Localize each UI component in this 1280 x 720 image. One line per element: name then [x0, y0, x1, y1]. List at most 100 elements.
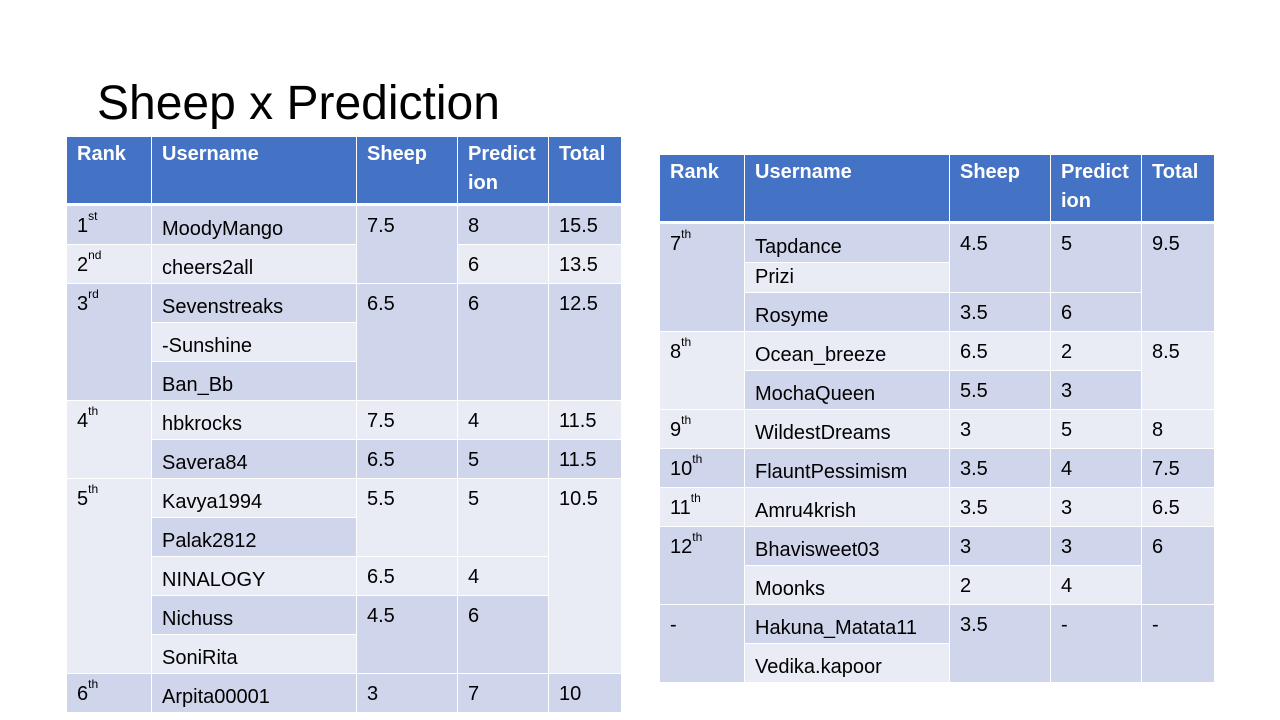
- username-cell: Arpita00001: [151, 673, 357, 713]
- sheep-cell: 2: [949, 565, 1051, 605]
- username-cell: Hakuna_Matata11: [744, 604, 950, 644]
- rank-cell: 10th: [659, 448, 745, 488]
- table-row: 10th FlauntPessimism 3.5 4 7.5: [659, 448, 1215, 488]
- right-ranking-table: Rank Username Sheep Prediction Total 7th…: [659, 154, 1215, 683]
- sheep-cell: 3.5: [949, 292, 1051, 332]
- table-row: SoniRita: [67, 634, 622, 674]
- table-row: MochaQueen 5.5 3: [660, 370, 1215, 410]
- rank-cell: 12th: [659, 526, 745, 605]
- table-row: 2nd cheers2all 6 13.5: [66, 244, 622, 284]
- prediction-cell: 4: [1050, 565, 1142, 605]
- sheep-cell: 6.5: [356, 439, 458, 479]
- prediction-cell: 4: [457, 556, 549, 596]
- sheep-cell: 3: [949, 409, 1051, 449]
- table-row: Savera84 6.5 5 11.5: [67, 439, 622, 479]
- header-row: Rank Username Sheep Prediction Total: [66, 136, 622, 206]
- left-ranking-table: Rank Username Sheep Prediction Total 1st…: [66, 136, 622, 713]
- header-rank: Rank: [66, 136, 152, 206]
- table-row: 8th Ocean_breeze 6.5 2 8.5: [659, 331, 1215, 410]
- username-cell: -Sunshine: [151, 322, 357, 362]
- sheep-cell: 3: [949, 526, 1051, 566]
- username-cell: Nichuss: [151, 595, 357, 635]
- total-cell: 13.5: [548, 244, 622, 284]
- table-row: 4th hbkrocks 7.5 4 11.5: [66, 400, 622, 479]
- username-cell: Bhavisweet03: [744, 526, 950, 566]
- rank-cell: 4th: [66, 400, 152, 479]
- username-cell: Palak2812: [151, 517, 357, 557]
- table-row: 5th Kavya1994 5.5 5 10.5: [66, 478, 622, 674]
- username-cell: Moonks: [744, 565, 950, 605]
- prediction-cell: 5: [1050, 409, 1142, 449]
- total-cell: 10.5: [548, 478, 622, 674]
- table-row: -Sunshine: [67, 322, 622, 362]
- username-cell: MoodyMango: [151, 204, 357, 245]
- rank-cell: 2nd: [66, 244, 152, 284]
- total-cell: 15.5: [548, 204, 622, 245]
- total-cell: 11.5: [548, 400, 622, 440]
- sheep-cell: 4.5: [356, 595, 458, 674]
- username-cell: cheers2all: [151, 244, 357, 284]
- sheep-cell: 5.5: [949, 370, 1051, 410]
- username-cell: MochaQueen: [744, 370, 950, 410]
- prediction-cell: 5: [457, 439, 549, 479]
- prediction-cell: 5: [457, 478, 549, 557]
- rank-cell: 3rd: [66, 283, 152, 401]
- sheep-cell: 3.5: [949, 487, 1051, 527]
- total-cell: 8: [1141, 409, 1215, 449]
- table-row: - Hakuna_Matata11 3.5 - -: [659, 604, 1215, 683]
- username-cell: Amru4krish: [744, 487, 950, 527]
- rank-cell: 1st: [66, 204, 152, 245]
- username-cell: FlauntPessimism: [744, 448, 950, 488]
- prediction-cell: 3: [1050, 370, 1142, 410]
- username-cell: Savera84: [151, 439, 357, 479]
- rank-cell: 6th: [66, 673, 152, 713]
- prediction-cell: 6: [457, 595, 549, 674]
- header-rank: Rank: [659, 154, 745, 224]
- table-row: Nichuss 4.5 6: [67, 595, 622, 674]
- total-cell: 11.5: [548, 439, 622, 479]
- prediction-cell: 4: [457, 400, 549, 440]
- header-sheep: Sheep: [356, 136, 458, 206]
- username-cell: hbkrocks: [151, 400, 357, 440]
- table-row: 7th Tapdance 4.5 5 9.5: [659, 222, 1215, 332]
- username-cell: WildestDreams: [744, 409, 950, 449]
- rank-cell: 9th: [659, 409, 745, 449]
- total-cell: 10: [548, 673, 622, 713]
- prediction-cell: 7: [457, 673, 549, 713]
- username-cell: Vedika.kapoor: [744, 643, 950, 683]
- header-username: Username: [151, 136, 357, 206]
- username-cell: Rosyme: [744, 292, 950, 332]
- rank-cell: 11th: [659, 487, 745, 527]
- table-row: Prizi: [660, 262, 1215, 293]
- username-cell: Prizi: [744, 262, 950, 293]
- username-cell: Ban_Bb: [151, 361, 357, 401]
- sheep-cell: 6.5: [356, 283, 458, 401]
- prediction-cell: 5: [1050, 222, 1142, 293]
- table-row: 12th Bhavisweet03 3 3 6: [659, 526, 1215, 605]
- table-row: 11th Amru4krish 3.5 3 6.5: [659, 487, 1215, 527]
- table-row: 1st MoodyMango 7.5 8 15.5: [66, 204, 622, 284]
- table-row: Moonks 2 4: [660, 565, 1215, 605]
- table-row: 3rd Sevenstreaks 6.5 6 12.5: [66, 283, 622, 401]
- table-row: Palak2812: [67, 517, 622, 557]
- prediction-cell: -: [1050, 604, 1142, 683]
- slide-title: Sheep x Prediction: [97, 77, 500, 130]
- header-sheep: Sheep: [949, 154, 1051, 224]
- rank-cell: 5th: [66, 478, 152, 674]
- total-cell: 7.5: [1141, 448, 1215, 488]
- table-row: Vedika.kapoor: [660, 643, 1215, 683]
- header-prediction: Prediction: [1050, 154, 1142, 224]
- total-cell: 9.5: [1141, 222, 1215, 332]
- username-cell: Ocean_breeze: [744, 331, 950, 371]
- sheep-cell: 5.5: [356, 478, 458, 557]
- username-cell: Kavya1994: [151, 478, 357, 518]
- total-cell: 6: [1141, 526, 1215, 605]
- header-total: Total: [1141, 154, 1215, 224]
- rank-cell: 7th: [659, 222, 745, 332]
- prediction-cell: 4: [1050, 448, 1142, 488]
- total-cell: -: [1141, 604, 1215, 683]
- prediction-cell: 6: [1050, 292, 1142, 332]
- sheep-cell: 6.5: [356, 556, 458, 596]
- sheep-cell: 3.5: [949, 604, 1051, 683]
- total-cell: 12.5: [548, 283, 622, 401]
